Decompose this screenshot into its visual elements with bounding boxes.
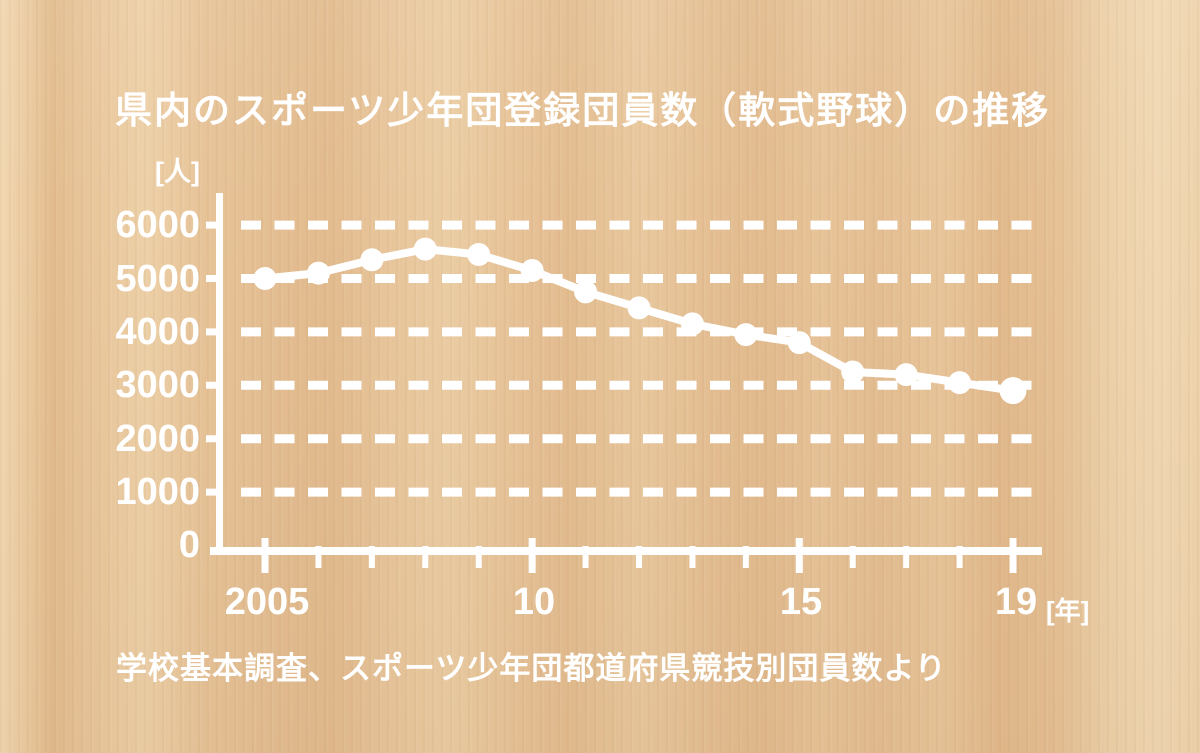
y-tick-label-0: 0 [178,524,200,566]
source-note: 学校基本調査、スポーツ少年団都道府県競技別団員数より [116,651,947,686]
data-point-marker [467,242,491,266]
data-point-marker [894,363,918,387]
data-point-marker [841,360,865,384]
y-tick-label-4000: 4000 [115,311,200,353]
data-point-marker [360,248,384,272]
y-tick-label-3000: 3000 [115,364,200,406]
data-point-marker [520,258,544,282]
y-axis-unit-label: [人] [155,157,200,187]
y-tick-label-1000: 1000 [115,471,200,513]
y-tick-label-5000: 5000 [115,258,200,300]
data-point-marker [680,312,704,336]
data-point-marker [787,331,811,355]
x-tick-label-2005: 2005 [224,581,310,623]
x-tick-label-19: 19 [994,581,1038,623]
x-tick-label-10: 10 [512,581,556,623]
x-tick-label-15: 15 [779,581,823,623]
chart-title: 県内のスポーツ少年団登録団員数（軟式野球）の推移 [115,90,1051,131]
data-point-marker [627,296,651,320]
x-axis-unit-label: [年] [1046,596,1090,626]
y-tick-label-2000: 2000 [115,418,200,460]
data-point-marker [574,280,598,304]
data-point-marker [413,237,437,261]
data-point-marker [948,371,972,395]
data-point-marker [253,267,277,290]
data-point-marker [306,261,330,285]
data-point-marker [734,323,758,347]
y-tick-label-6000: 6000 [115,204,200,246]
data-point-marker [999,377,1027,405]
